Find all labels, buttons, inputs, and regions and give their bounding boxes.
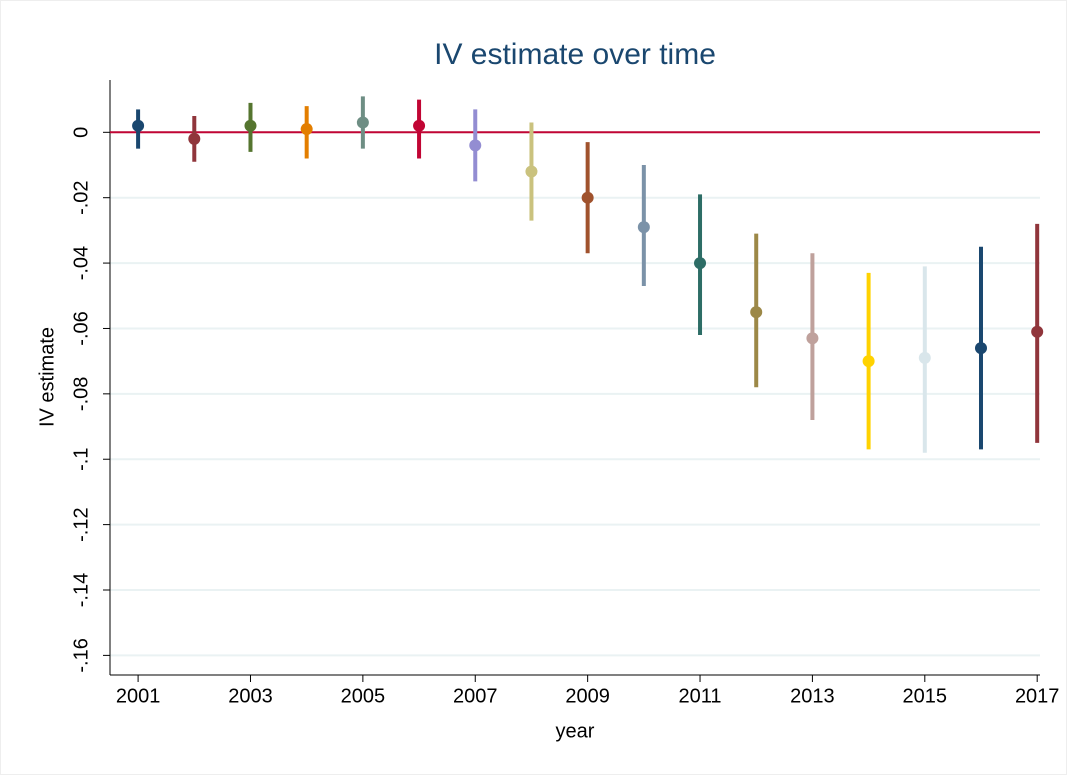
point — [918, 351, 931, 364]
x-tick-label: 2007 — [453, 685, 498, 707]
point — [356, 116, 369, 129]
y-tick-label: -.08 — [70, 377, 92, 411]
point — [244, 119, 257, 132]
point — [862, 355, 875, 368]
x-axis-title: year — [556, 720, 595, 742]
chart-title: IV estimate over time — [434, 38, 716, 71]
point — [469, 139, 482, 152]
x-tick-label: 2009 — [565, 685, 610, 707]
x-tick-label: 2005 — [341, 685, 386, 707]
point — [413, 119, 426, 132]
y-tick-label: -.06 — [70, 311, 92, 345]
y-axis-title: IV estimate — [36, 327, 58, 427]
y-tick-label: -.04 — [70, 246, 92, 280]
point — [974, 342, 987, 355]
point — [694, 257, 707, 270]
y-tick-label: 0 — [70, 127, 92, 138]
point — [300, 123, 313, 136]
x-tick-label: 2013 — [790, 685, 835, 707]
x-tick-label: 2011 — [679, 685, 722, 707]
x-tick-label: 2001 — [116, 685, 161, 707]
point — [581, 191, 594, 204]
x-tick-label: 2017 — [1015, 685, 1060, 707]
y-tick-label: -.12 — [70, 507, 92, 541]
point — [750, 306, 763, 319]
point — [525, 165, 538, 178]
point — [806, 332, 819, 345]
x-tick-label: 2015 — [903, 685, 948, 707]
point — [188, 132, 201, 145]
y-tick-label: -.14 — [70, 573, 92, 607]
y-tick-label: -.1 — [70, 448, 92, 471]
y-tick-label: -.16 — [70, 638, 92, 672]
point — [1031, 325, 1044, 338]
point — [637, 221, 650, 234]
point — [132, 119, 145, 132]
y-tick-label: -.02 — [70, 180, 92, 214]
x-tick-label: 2003 — [228, 685, 273, 707]
